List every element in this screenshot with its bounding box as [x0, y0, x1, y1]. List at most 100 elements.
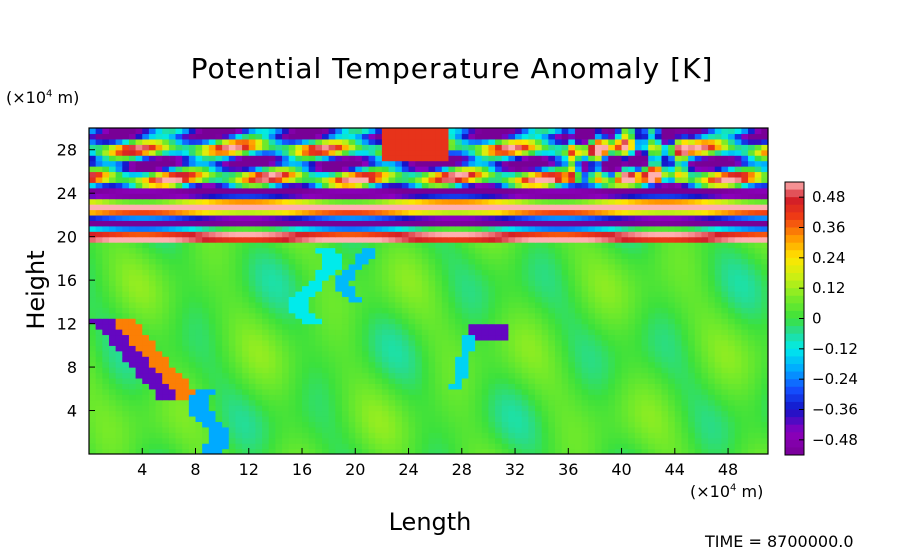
- heatmap-cell: [628, 225, 636, 232]
- heatmap-cell: [282, 372, 290, 379]
- heatmap-cell: [128, 323, 137, 330]
- heatmap-cell: [242, 345, 250, 352]
- heatmap-cell: [515, 193, 523, 200]
- heatmap-cell: [328, 214, 336, 221]
- heatmap-cell: [541, 356, 549, 363]
- heatmap-cell: [195, 214, 203, 221]
- heatmap-cell: [182, 426, 190, 433]
- heatmap-cell: [508, 198, 516, 205]
- heatmap-cell: [341, 350, 350, 357]
- heatmap-cell: [708, 437, 716, 444]
- heatmap-cell: [674, 410, 683, 417]
- heatmap-cell: [481, 361, 490, 368]
- heatmap-cell: [714, 334, 723, 341]
- heatmap-cell: [155, 296, 163, 303]
- heatmap-cell: [761, 372, 768, 379]
- heatmap-cell: [568, 388, 576, 395]
- heatmap-cell: [455, 187, 463, 194]
- heatmap-cell: [421, 388, 430, 395]
- heatmap-cell: [674, 421, 683, 428]
- heatmap-cell: [275, 285, 283, 292]
- heatmap-cell: [461, 252, 470, 259]
- heatmap-cell: [661, 415, 669, 422]
- heatmap-cell: [355, 307, 363, 314]
- heatmap-cell: [142, 280, 150, 287]
- heatmap-cell: [388, 356, 396, 363]
- heatmap-cell: [395, 405, 403, 412]
- heatmap-cell: [541, 367, 549, 374]
- heatmap-cell: [728, 350, 736, 357]
- heatmap-cell: [515, 296, 523, 303]
- heatmap-cell: [282, 301, 290, 308]
- heatmap-cell: [415, 242, 423, 249]
- heatmap-cell: [168, 432, 177, 439]
- heatmap-cell: [302, 312, 310, 319]
- heatmap-cell: [308, 329, 316, 336]
- heatmap-cell: [714, 225, 723, 232]
- heatmap-cell: [475, 426, 483, 433]
- heatmap-cell: [415, 421, 423, 428]
- heatmap-cell: [548, 367, 556, 374]
- heatmap-cell: [641, 204, 649, 211]
- heatmap-cell: [242, 247, 250, 254]
- heatmap-cell: [661, 410, 669, 417]
- heatmap-cell: [175, 296, 183, 303]
- heatmap-cell: [621, 361, 629, 368]
- heatmap-cell: [361, 448, 370, 454]
- heatmap-cell: [641, 252, 649, 259]
- heatmap-cell: [748, 361, 756, 368]
- heatmap-cell: [681, 399, 689, 406]
- heatmap-cell: [295, 356, 303, 363]
- heatmap-cell: [668, 269, 676, 276]
- heatmap-cell: [428, 334, 436, 341]
- heatmap-cell: [614, 198, 623, 205]
- heatmap-cell: [508, 350, 516, 357]
- heatmap-cell: [634, 399, 643, 406]
- heatmap-cell: [355, 301, 363, 308]
- heatmap-cell: [135, 426, 143, 433]
- heatmap-cell: [535, 394, 543, 401]
- heatmap-cell: [115, 432, 123, 439]
- heatmap-cell: [388, 432, 396, 439]
- heatmap-cell: [548, 312, 556, 319]
- heatmap-cell: [148, 301, 157, 308]
- heatmap-cell: [588, 367, 596, 374]
- heatmap-cell: [548, 318, 556, 325]
- heatmap-cell: [475, 372, 483, 379]
- heatmap-cell: [408, 247, 416, 254]
- heatmap-cell: [228, 242, 237, 249]
- heatmap-cell: [561, 225, 569, 232]
- heatmap-cell: [701, 334, 709, 341]
- heatmap-cell: [395, 291, 403, 298]
- heatmap-cell: [142, 236, 150, 243]
- heatmap-cell: [701, 361, 709, 368]
- heatmap-cell: [381, 372, 390, 379]
- heatmap-cell: [581, 432, 589, 439]
- heatmap-cell: [328, 225, 336, 232]
- heatmap-cell: [754, 345, 762, 352]
- heatmap-cell: [481, 421, 490, 428]
- heatmap-cell: [714, 383, 723, 390]
- heatmap-cell: [248, 187, 257, 194]
- heatmap-cell: [202, 350, 210, 357]
- heatmap-cell: [754, 193, 762, 200]
- heatmap-cell: [561, 437, 569, 444]
- heatmap-cell: [435, 187, 443, 194]
- heatmap-cell: [614, 356, 623, 363]
- heatmap-cell: [681, 318, 689, 325]
- heatmap-cell: [315, 252, 323, 259]
- heatmap-cell: [142, 394, 150, 401]
- heatmap-cell: [328, 443, 336, 450]
- heatmap-cell: [208, 339, 217, 346]
- heatmap-cell: [381, 198, 390, 205]
- heatmap-cell: [435, 209, 443, 216]
- heatmap-cell: [255, 187, 263, 194]
- heatmap-cell: [248, 426, 257, 433]
- heatmap-cell: [148, 339, 157, 346]
- heatmap-cell: [588, 301, 596, 308]
- heatmap-cell: [215, 350, 223, 357]
- heatmap-cell: [421, 339, 430, 346]
- heatmap-cell: [162, 269, 170, 276]
- heatmap-cell: [748, 291, 756, 298]
- heatmap-cell: [588, 443, 596, 450]
